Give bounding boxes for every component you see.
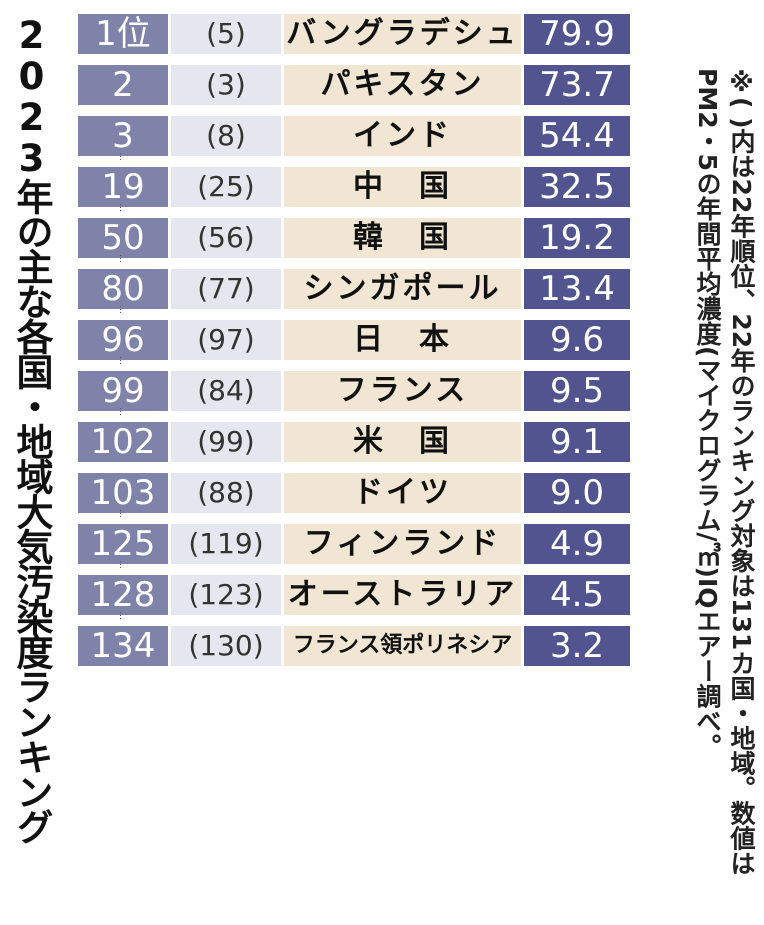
rank-cell: 50	[78, 218, 168, 258]
pm25-value-cell: 4.9	[524, 524, 630, 564]
pm25-value-cell: 9.1	[524, 422, 630, 462]
pm25-value-cell: 4.5	[524, 575, 630, 615]
row-gap: …	[78, 305, 630, 320]
previous-rank-cell: (99)	[171, 422, 281, 462]
row-gap: …	[78, 254, 630, 269]
country-name-cell: ドイツ	[284, 473, 521, 513]
previous-rank-cell: (8)	[171, 116, 281, 156]
table-row: 96 (97) 日 本 9.6	[78, 320, 630, 360]
country-name-cell: フランス	[284, 371, 521, 411]
ranking-table: 1位 (5) バングラデシュ 79.9 2 (3) パキスタン 73.7 3 (8) インド 54.4…	[78, 14, 630, 666]
country-name-cell: フィンランド	[284, 524, 521, 564]
previous-rank-cell: (119)	[171, 524, 281, 564]
pm25-value-cell: 19.2	[524, 218, 630, 258]
rank-cell: 80	[78, 269, 168, 309]
row-gap: …	[78, 560, 630, 575]
table-row: 80 (77) シンガポール 13.4	[78, 269, 630, 309]
rank-cell: 96	[78, 320, 168, 360]
rank-cell: 19	[78, 167, 168, 207]
country-name-cell: シンガポール	[284, 269, 521, 309]
chart-title: 2023年の主な各国・地域大気汚染度ランキング	[10, 14, 53, 843]
pm25-value-cell: 9.6	[524, 320, 630, 360]
country-name-cell: パキスタン	[284, 65, 521, 105]
rank-cell: 134	[78, 626, 168, 666]
pm25-value-cell: 3.2	[524, 626, 630, 666]
rank-cell: 125	[78, 524, 168, 564]
rank-cell: 128	[78, 575, 168, 615]
previous-rank-cell: (25)	[171, 167, 281, 207]
rank-cell: 103	[78, 473, 168, 513]
ellipsis-mark: …	[117, 356, 127, 365]
pm25-value-cell: 54.4	[524, 116, 630, 156]
pm25-value-cell: 32.5	[524, 167, 630, 207]
previous-rank-cell: (77)	[171, 269, 281, 309]
table-row: 1位 (5) バングラデシュ 79.9	[78, 14, 630, 54]
pm25-value-cell: 13.4	[524, 269, 630, 309]
previous-rank-cell: (123)	[171, 575, 281, 615]
table-row: 128 (123) オーストラリア 4.5	[78, 575, 630, 615]
table-row: 2 (3) パキスタン 73.7	[78, 65, 630, 105]
previous-rank-cell: (3)	[171, 65, 281, 105]
previous-rank-cell: (84)	[171, 371, 281, 411]
previous-rank-cell: (5)	[171, 14, 281, 54]
table-row: 102 (99) 米 国 9.1	[78, 422, 630, 462]
row-gap: …	[78, 203, 630, 218]
country-name-cell: オーストラリア	[284, 575, 521, 615]
country-name-cell: インド	[284, 116, 521, 156]
previous-rank-cell: (97)	[171, 320, 281, 360]
country-name-cell: フランス領ポリネシア	[284, 626, 521, 666]
pm25-value-cell: 9.5	[524, 371, 630, 411]
rank-cell: 2	[78, 65, 168, 105]
previous-rank-cell: (130)	[171, 626, 281, 666]
ellipsis-mark: …	[117, 152, 127, 161]
ellipsis-mark: …	[117, 305, 127, 314]
country-name-cell: 韓 国	[284, 218, 521, 258]
country-name-cell: 米 国	[284, 422, 521, 462]
country-name-cell: バングラデシュ	[284, 14, 521, 54]
previous-rank-cell: (88)	[171, 473, 281, 513]
pm25-value-cell: 79.9	[524, 14, 630, 54]
pm25-value-cell: 9.0	[524, 473, 630, 513]
rank-cell: 1位	[78, 14, 168, 54]
row-gap	[78, 105, 630, 116]
ellipsis-mark: …	[117, 509, 127, 518]
row-gap: …	[78, 611, 630, 626]
rank-cell: 99	[78, 371, 168, 411]
row-gap: …	[78, 356, 630, 371]
row-gap: …	[78, 509, 630, 524]
footnote: ※( )内は22年順位、22年のランキング対象は131カ国・地域。数値はPM2・…	[693, 68, 756, 876]
table-row: 134 (130) フランス領ポリネシア 3.2	[78, 626, 630, 666]
pm25-value-cell: 73.7	[524, 65, 630, 105]
row-gap	[78, 462, 630, 473]
ellipsis-mark: …	[117, 560, 127, 569]
country-name-cell: 中 国	[284, 167, 521, 207]
ellipsis-mark: …	[117, 254, 127, 263]
rank-cell: 102	[78, 422, 168, 462]
table-row: 3 (8) インド 54.4	[78, 116, 630, 156]
ellipsis-mark: …	[117, 611, 127, 620]
rank-cell: 3	[78, 116, 168, 156]
table-row: 125 (119) フィンランド 4.9	[78, 524, 630, 564]
country-name-cell: 日 本	[284, 320, 521, 360]
previous-rank-cell: (56)	[171, 218, 281, 258]
ellipsis-mark: …	[117, 407, 127, 416]
table-row: 50 (56) 韓 国 19.2	[78, 218, 630, 258]
table-row: 19 (25) 中 国 32.5	[78, 167, 630, 207]
table-row: 103 (88) ドイツ 9.0	[78, 473, 630, 513]
row-gap: …	[78, 407, 630, 422]
row-gap: …	[78, 152, 630, 167]
table-row: 99 (84) フランス 9.5	[78, 371, 630, 411]
row-gap	[78, 54, 630, 65]
ellipsis-mark: …	[117, 203, 127, 212]
